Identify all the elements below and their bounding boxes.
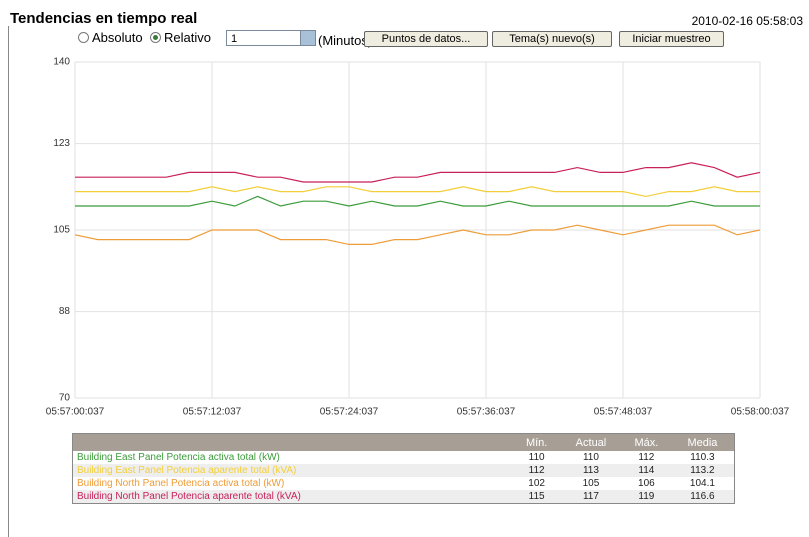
stat-value: 106 — [638, 478, 655, 489]
stat-value: 104.1 — [689, 478, 715, 489]
stat-value: 116.6 — [670, 490, 735, 504]
stat-value: 102 — [528, 478, 545, 489]
x-tick-label: 05:57:36:037 — [457, 407, 516, 418]
timestamp: 2010-02-16 05:58:03 — [691, 14, 803, 28]
chart: 70 88 105 123 140 05:57:00:037 05:57:12:037 05:… — [46, 57, 790, 418]
blank-header — [72, 433, 514, 451]
stat-value: 114 — [621, 464, 671, 477]
y-tick-label: 88 — [59, 306, 71, 317]
series-line — [75, 195, 760, 207]
radio-relative[interactable]: Relativo — [150, 30, 211, 45]
column-header: Máx. — [621, 433, 671, 451]
stats-table: Mín. Actual Máx. Media Building East Panel … — [72, 433, 735, 504]
stat-value: 110.3 — [690, 452, 715, 463]
x-tick-label: 05:57:12:037 — [183, 407, 242, 418]
interval-select[interactable]: 1 — [226, 30, 316, 46]
radio-dot[interactable] — [78, 32, 89, 43]
stats-row: Building East Panel Potencia activa tota… — [73, 451, 735, 464]
radio-dot[interactable] — [150, 32, 161, 43]
radio-absolute[interactable]: Absoluto — [78, 30, 143, 45]
stats-row: Building East Panel Potencia aparente to… — [72, 464, 735, 477]
y-tick-label: 123 — [53, 138, 70, 149]
stats-row: Building North Panel Potencia aparente t… — [72, 490, 735, 504]
interval-value[interactable]: 1 — [231, 33, 238, 45]
button[interactable]: Tema(s) nuevo(s) — [492, 31, 612, 47]
stat-value: 110 — [582, 452, 599, 463]
series-name: Building East Panel Potencia activa tota… — [77, 452, 280, 463]
x-tick-label: 05:57:00:037 — [46, 407, 105, 418]
stat-value: 112 — [638, 452, 655, 463]
series-line — [75, 162, 761, 183]
button[interactable]: Puntos de datos... — [364, 31, 488, 47]
column-header: Actual — [560, 433, 622, 451]
frame-line — [8, 26, 9, 537]
unit-label: (Minutos) — [318, 33, 373, 48]
radio-label[interactable]: Absoluto — [92, 30, 143, 45]
stat-value: 110 — [528, 452, 545, 463]
y-tick-label: 70 — [59, 393, 71, 404]
stat-value: 115 — [513, 490, 561, 504]
button[interactable]: Iniciar muestreo — [619, 31, 724, 47]
column-header: Mín. — [513, 433, 561, 451]
stat-value: 119 — [621, 490, 671, 504]
radio-label[interactable]: Relativo — [164, 30, 211, 45]
stat-value: 113 — [560, 464, 622, 477]
y-tick-label: 140 — [53, 57, 70, 68]
stats-row: Building North Panel Potencia activa tot… — [73, 477, 735, 490]
y-tick-label: 105 — [53, 225, 70, 236]
stat-value: 105 — [582, 478, 600, 489]
dropdown-arrow[interactable] — [300, 31, 315, 45]
series-name: Building East Panel Potencia aparente to… — [72, 464, 514, 477]
x-tick-label: 05:58:00:037 — [731, 407, 790, 418]
page-title: Tendencias en tiempo real — [10, 10, 198, 27]
series-name: Building North Panel Potencia activa tot… — [77, 478, 285, 489]
series-line — [74, 224, 761, 245]
stat-value: 117 — [560, 490, 622, 504]
x-tick-label: 05:57:48:037 — [594, 407, 653, 418]
series-line — [75, 186, 760, 198]
series-name: Building North Panel Potencia aparente t… — [72, 490, 514, 504]
stat-value: 112 — [513, 464, 561, 477]
column-header: Media — [670, 433, 735, 451]
stat-value: 113.2 — [670, 464, 735, 477]
x-tick-label: 05:57:24:037 — [320, 407, 379, 418]
header-row: Mín. Actual Máx. Media — [72, 433, 735, 451]
